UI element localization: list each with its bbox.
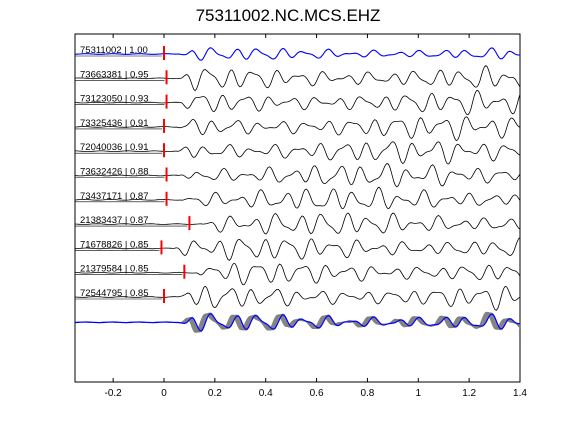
- trace-line: [74, 141, 521, 165]
- x-tick-label: 0.8: [360, 388, 374, 399]
- trace-label: 73123050 | 0.93: [80, 94, 149, 105]
- trace-line: [74, 65, 521, 92]
- trace-label: 71678826 | 0.85: [80, 239, 149, 250]
- trace-label: 75311002 | 1.00: [80, 45, 148, 56]
- stack-overlay-group: [74, 311, 521, 334]
- trace-label: 72544795 | 0.85: [80, 288, 149, 299]
- trace-label: 21379584 | 0.85: [80, 264, 149, 275]
- x-tick-label: 0.2: [208, 388, 222, 399]
- trace-label: 73663381 | 0.95: [80, 69, 149, 80]
- x-tick-label: 1: [416, 388, 422, 399]
- x-tick-label: 1.2: [462, 388, 476, 399]
- trace-line: [74, 212, 521, 235]
- x-tick-label: 0.6: [310, 388, 324, 399]
- trace-label-group: 75311002 | 1.00 73663381 | 0.95 73123050 |…: [75, 45, 188, 300]
- stack-reference-line: [75, 313, 520, 332]
- trace-label: 72040036 | 0.91: [80, 142, 149, 153]
- x-tick-label: 1.4: [513, 388, 527, 399]
- trace-line: [74, 163, 521, 188]
- x-tick-label: 0.4: [259, 388, 273, 399]
- trace-line: [74, 89, 521, 116]
- trace-line: [74, 285, 521, 311]
- trace-label: 73325436 | 0.91: [80, 118, 149, 129]
- chart-title: 75311002.NC.MCS.EHZ: [195, 6, 381, 25]
- trace-label: 73437171 | 0.87: [80, 191, 149, 202]
- x-axis: -0.2 0 0.2 0.4 0.6 0.8 1 1.2 1.4: [105, 34, 527, 399]
- x-tick-label: 0: [161, 388, 167, 399]
- trace-label: 73632426 | 0.88: [80, 167, 149, 178]
- x-tick-label: -0.2: [105, 388, 123, 399]
- trace-group: [74, 46, 521, 311]
- trace-line: [74, 116, 521, 142]
- trace-line: [74, 47, 521, 61]
- trace-line: [74, 262, 521, 286]
- trace-line: [74, 237, 521, 261]
- trace-label: 21383437 | 0.87: [80, 215, 149, 226]
- plot-frame: [74, 33, 521, 383]
- trace-line: [74, 186, 521, 210]
